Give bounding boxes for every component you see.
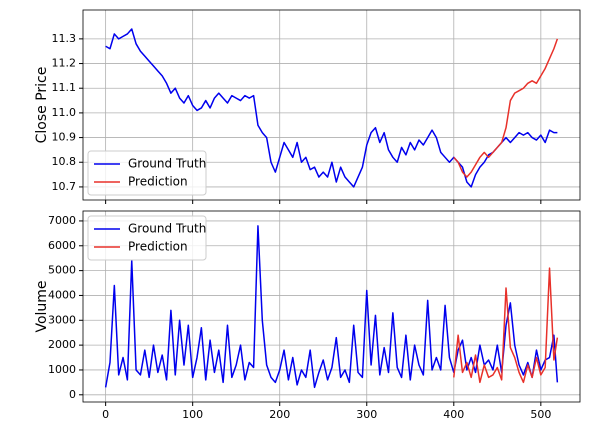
y-tick-label: 2000 xyxy=(48,338,76,351)
y-axis-label: Volume xyxy=(34,280,50,332)
x-tick-label: 100 xyxy=(182,408,203,421)
series-line xyxy=(104,225,559,389)
series-line xyxy=(453,38,559,178)
plot-frame xyxy=(82,210,581,403)
subplot: 0 100 200 300 400 500010002000300040005000600… xyxy=(34,210,581,421)
plot-frame xyxy=(82,9,581,201)
y-tick-label: 3000 xyxy=(48,313,76,326)
legend: Ground Truth Prediction xyxy=(87,215,207,261)
legend-box xyxy=(87,215,207,261)
y-tick-label: 7000 xyxy=(48,214,76,227)
series-line xyxy=(453,267,559,384)
legend: Ground Truth Prediction xyxy=(87,150,207,196)
x-tick-label: 300 xyxy=(356,408,377,421)
y-tick-label: 6000 xyxy=(48,239,76,252)
y-tick-label: 10.8 xyxy=(52,155,77,168)
y-tick-label: 5000 xyxy=(48,264,76,277)
x-tick-label: 200 xyxy=(269,408,290,421)
y-tick-label: 10.9 xyxy=(52,131,77,144)
legend-label: Ground Truth xyxy=(128,222,206,236)
y-tick-label: 11.0 xyxy=(52,106,77,119)
x-tick-label: 400 xyxy=(443,408,464,421)
y-tick-label: 0 xyxy=(69,388,76,401)
y-tick-label: 11.1 xyxy=(52,81,77,94)
series-line xyxy=(105,28,558,188)
x-tick-label: 500 xyxy=(530,408,551,421)
x-tick-label: 0 xyxy=(102,408,109,421)
legend-label: Prediction xyxy=(128,175,188,189)
y-tick-label: 11.3 xyxy=(52,32,77,45)
subplot: 10.7 10.8 10.9 11.0 11.1 11.2 11.3 Close Price G… xyxy=(34,9,581,204)
legend-label: Ground Truth xyxy=(128,157,206,171)
y-axis-label: Close Price xyxy=(34,67,50,144)
y-tick-label: 10.7 xyxy=(52,180,77,193)
y-tick-label: 11.2 xyxy=(52,57,77,70)
y-tick-label: 4000 xyxy=(48,288,76,301)
y-tick-label: 1000 xyxy=(48,363,76,376)
legend-box xyxy=(87,150,207,196)
legend-label: Prediction xyxy=(128,240,188,254)
